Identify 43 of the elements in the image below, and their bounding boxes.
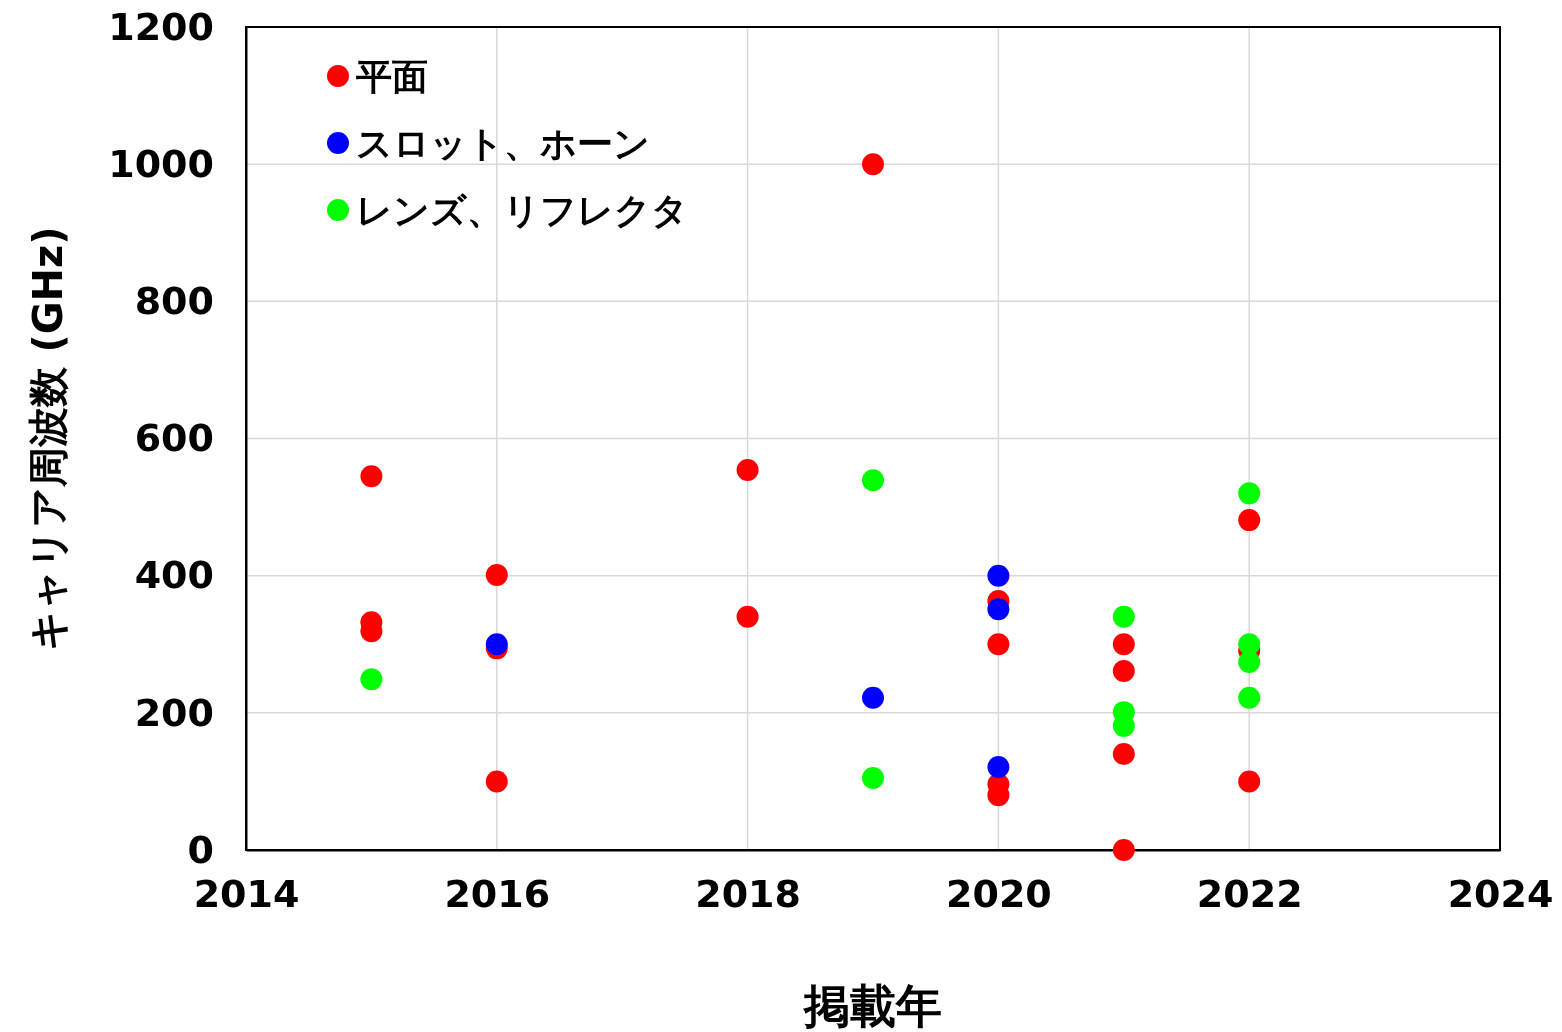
point bbox=[1238, 651, 1261, 674]
x-tick-label: 2016 bbox=[444, 871, 551, 916]
point bbox=[862, 767, 884, 789]
point bbox=[1112, 633, 1135, 656]
y-axis-title: キャリア周波数 (GHz) bbox=[25, 226, 71, 651]
y-tick-label: 400 bbox=[134, 553, 214, 598]
point bbox=[360, 668, 383, 691]
x-tick-label: 2024 bbox=[1447, 871, 1554, 916]
point bbox=[1112, 660, 1135, 682]
point bbox=[987, 598, 1010, 621]
y-tick-label: 800 bbox=[134, 278, 214, 323]
y-tick-label: 1200 bbox=[108, 4, 214, 49]
y-tick-label: 0 bbox=[187, 827, 214, 872]
point bbox=[1238, 633, 1261, 656]
point bbox=[485, 770, 508, 793]
x-axis-title: 掲載年 bbox=[802, 979, 942, 1032]
x-tick-label: 2018 bbox=[695, 871, 801, 916]
legend-label: レンズ、リフレクタ bbox=[356, 190, 688, 231]
point bbox=[1238, 509, 1261, 532]
x-tick-label: 2022 bbox=[1196, 871, 1303, 916]
x-tick-label: 2014 bbox=[193, 871, 300, 916]
point bbox=[862, 153, 884, 176]
point bbox=[987, 633, 1010, 656]
point bbox=[987, 564, 1010, 587]
point bbox=[1238, 482, 1261, 505]
point bbox=[1238, 770, 1261, 793]
point bbox=[862, 686, 884, 709]
point bbox=[1112, 839, 1135, 861]
point bbox=[360, 465, 383, 488]
legend-label: スロット、ホーン bbox=[356, 123, 650, 164]
y-tick-label: 600 bbox=[134, 416, 214, 461]
x-tick-label: 2020 bbox=[946, 871, 1052, 916]
point bbox=[736, 605, 759, 628]
point bbox=[485, 564, 508, 586]
point bbox=[987, 756, 1010, 778]
point bbox=[1112, 605, 1135, 628]
y-tick-label: 200 bbox=[134, 690, 214, 735]
y-tick-label: 1000 bbox=[108, 141, 214, 186]
point bbox=[736, 459, 759, 482]
point bbox=[1238, 686, 1261, 709]
legend-label: 平面 bbox=[356, 56, 428, 97]
point bbox=[1112, 743, 1135, 765]
point bbox=[862, 469, 884, 492]
